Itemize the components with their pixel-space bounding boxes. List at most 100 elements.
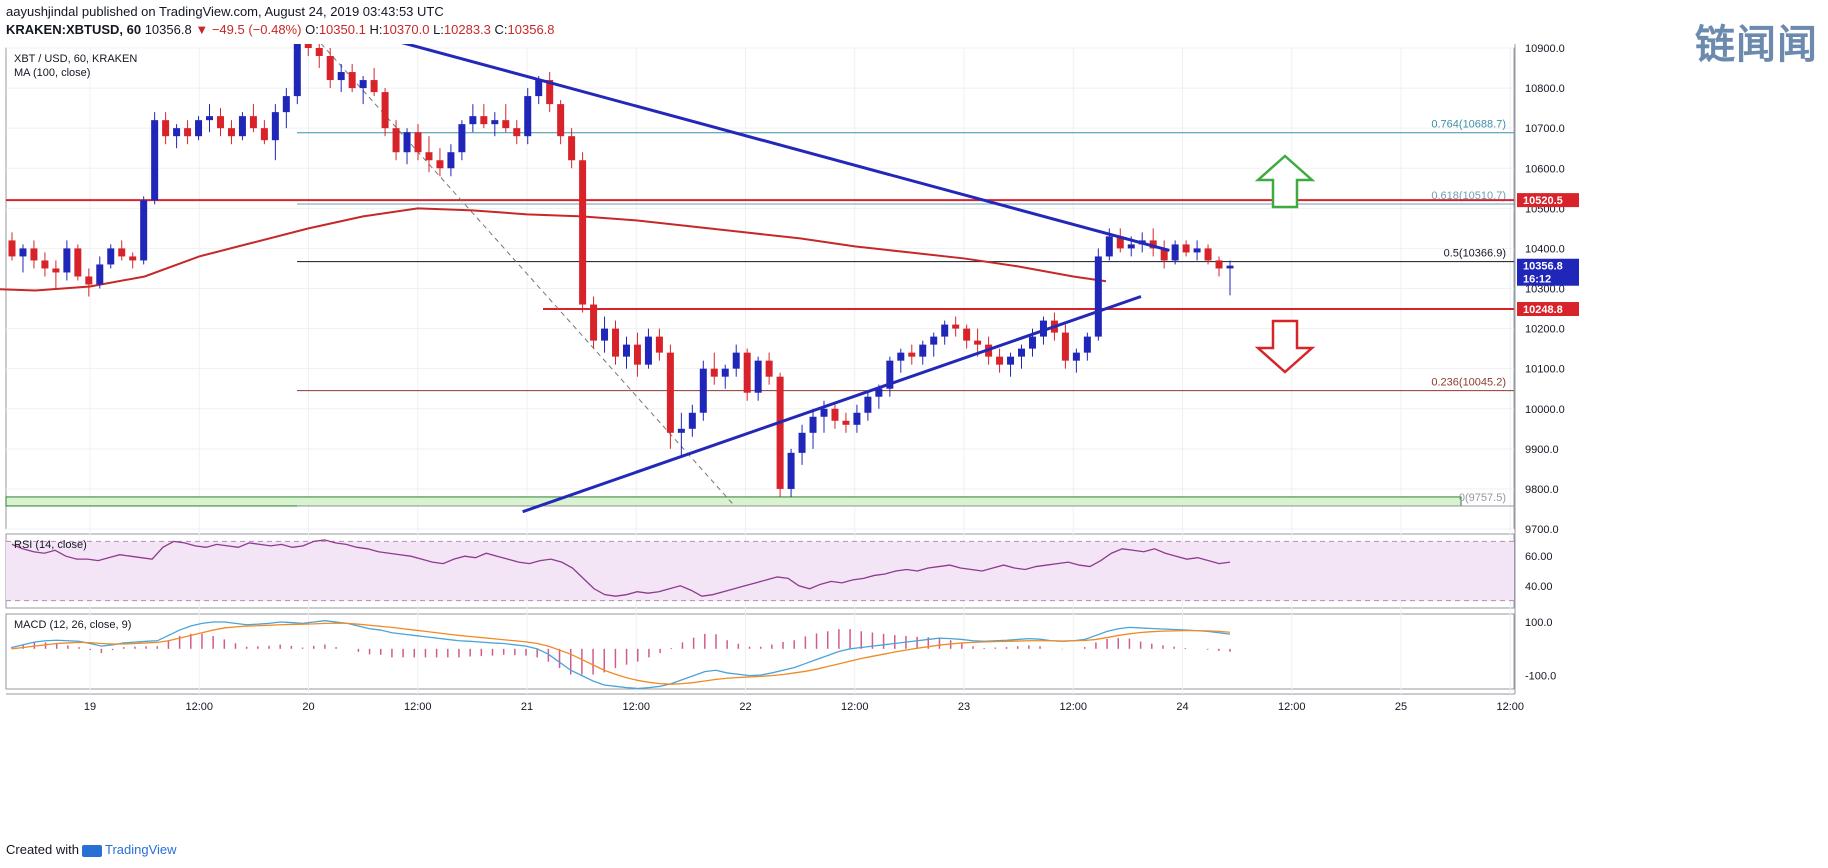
candle-body — [129, 256, 137, 261]
candle — [216, 108, 224, 137]
candle — [271, 104, 279, 161]
candle-body — [886, 360, 894, 389]
time-tick-label: 12:00 — [841, 701, 869, 713]
price-badge-label: 10356.8 — [1523, 261, 1563, 273]
candle-body — [633, 344, 641, 365]
breakdown-down-arrow — [1254, 319, 1316, 374]
fib-level-label: 0.764(10688.7) — [1431, 119, 1506, 131]
candle — [1149, 228, 1157, 257]
candle — [633, 332, 641, 377]
candle — [710, 352, 718, 385]
candle-body — [85, 276, 93, 285]
candle-body — [765, 360, 773, 377]
candle-body — [622, 344, 630, 357]
time-tick-label: 22 — [739, 701, 751, 713]
candle-body — [491, 120, 499, 125]
candle-body — [436, 160, 444, 169]
candle-body — [74, 248, 82, 277]
candle-body — [809, 416, 817, 433]
tradingview-logo-icon — [81, 844, 102, 857]
candle-body — [1094, 256, 1102, 337]
candle-body — [216, 116, 224, 129]
candle-body — [260, 128, 268, 141]
candle — [908, 344, 916, 365]
candle — [227, 120, 235, 145]
candle-body — [1160, 248, 1168, 261]
rsi-band — [6, 541, 1514, 601]
author-link[interactable]: aayushjindal — [6, 4, 79, 19]
rsi-tick-label: 40.00 — [1525, 581, 1553, 593]
change-down-icon: ▼ — [195, 22, 209, 37]
candle — [458, 120, 466, 161]
candle — [370, 68, 378, 97]
price-badge: 10356.8 — [1517, 258, 1579, 273]
last-price: 10356.8 — [144, 22, 192, 37]
candle — [919, 340, 927, 365]
candle-body — [1061, 332, 1069, 361]
chart-area[interactable]: 19 12:00 20 12:00 21 12:00 22 12:00 23 12:00 24 12:… — [0, 44, 1828, 840]
low-value: 10283.3 — [443, 22, 491, 37]
candle-body — [853, 412, 861, 425]
candle-body — [590, 304, 598, 341]
candle — [601, 316, 609, 353]
candle — [337, 64, 345, 93]
candle-body — [96, 264, 104, 285]
price-tick-label: 10200.0 — [1525, 324, 1565, 336]
candle-body — [1083, 336, 1091, 353]
ohlc-info: KRAKEN:XBTUSD, 60 10356.8 ▼ −49.5 (−0.48… — [6, 22, 555, 37]
candle-body — [19, 248, 27, 257]
candle — [996, 348, 1004, 373]
candle — [1116, 228, 1124, 253]
candle-body — [908, 352, 916, 357]
candle-body — [403, 132, 411, 153]
candle-body — [195, 120, 203, 137]
candle — [304, 44, 312, 57]
candle-body — [941, 324, 949, 337]
candle-body — [732, 352, 740, 369]
fib-level-label: 0(9757.5) — [1459, 492, 1506, 504]
fib-level-label: 0.5(10366.9) — [1444, 248, 1506, 260]
candle-body — [52, 268, 60, 273]
candle-body — [502, 120, 510, 129]
tradingview-link[interactable]: TradingView — [104, 842, 177, 857]
candle — [359, 76, 367, 105]
candle — [502, 104, 510, 133]
candle — [238, 112, 246, 141]
support-zone — [5, 496, 1462, 507]
candle-body — [184, 128, 192, 137]
candle-body — [348, 72, 356, 89]
candle — [118, 240, 126, 261]
candle-body — [952, 324, 960, 329]
candle-body — [524, 96, 532, 137]
candle — [952, 316, 960, 337]
macd-label: MACD (12, 26, close, 9) — [14, 619, 131, 631]
macd-tick-label: -100.0 — [1525, 671, 1556, 683]
candle — [842, 412, 850, 433]
candle — [414, 124, 422, 161]
candle — [195, 116, 203, 141]
candle — [1171, 240, 1179, 265]
candle-body — [864, 396, 872, 413]
footer: Created with TradingView — [6, 842, 177, 857]
candle — [1061, 324, 1069, 369]
candle — [52, 260, 60, 289]
time-tick-label: 25 — [1395, 701, 1407, 713]
time-tick-label: 19 — [84, 701, 96, 713]
candle-body — [743, 352, 751, 393]
candle-body — [173, 128, 181, 137]
candle-body — [414, 132, 422, 153]
candle — [743, 348, 751, 401]
candle-body — [897, 352, 905, 361]
candle — [19, 244, 27, 273]
candle-body — [392, 128, 400, 153]
price-badge-bg — [1517, 258, 1579, 273]
candle-body — [425, 152, 433, 161]
candle — [1204, 244, 1212, 265]
candle-body — [842, 420, 850, 425]
price-tick-label: 10800.0 — [1525, 83, 1565, 95]
upper-trendline — [401, 44, 1170, 252]
candle-body — [601, 328, 609, 341]
candle-body — [271, 112, 279, 141]
candle — [622, 336, 630, 369]
candle — [293, 44, 301, 105]
